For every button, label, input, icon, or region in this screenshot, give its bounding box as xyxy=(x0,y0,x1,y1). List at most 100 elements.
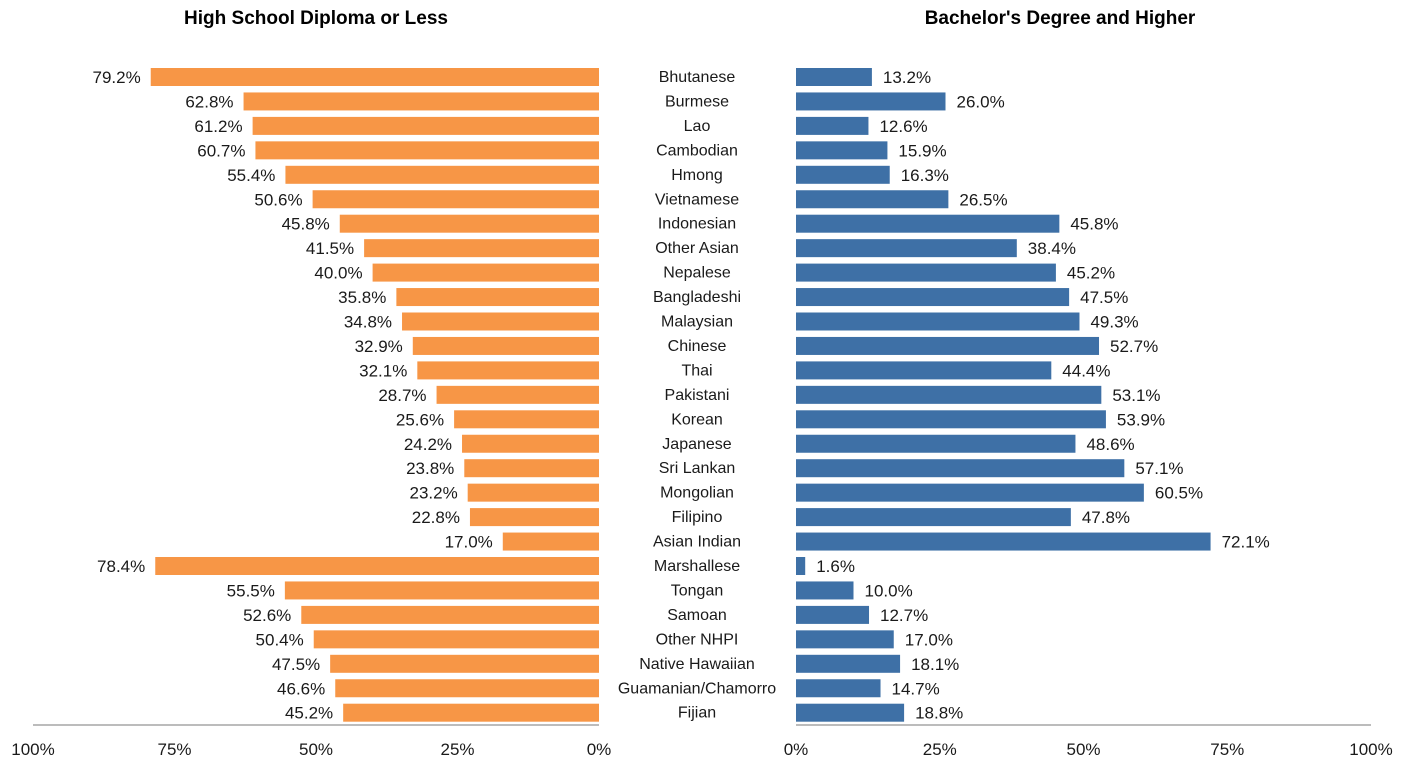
left-bar xyxy=(467,483,599,502)
left-bar xyxy=(312,190,599,209)
left-bar-label: 47.5% xyxy=(272,655,320,674)
left-bar-label: 23.8% xyxy=(406,459,454,478)
right-bar xyxy=(796,557,806,575)
left-panel-title: High School Diploma or Less xyxy=(184,8,448,29)
right-tick-label: 75% xyxy=(1210,740,1244,759)
right-bar xyxy=(796,288,1070,307)
right-bar xyxy=(796,434,1076,453)
left-bar-label: 52.6% xyxy=(243,606,291,625)
right-bar xyxy=(796,92,946,111)
left-bar xyxy=(402,312,599,331)
category-label: Asian Indian xyxy=(653,534,741,551)
right-bar-label: 53.9% xyxy=(1117,410,1165,429)
right-bar xyxy=(796,361,1052,380)
right-bar-label: 45.2% xyxy=(1067,264,1115,283)
left-bar-label: 23.2% xyxy=(409,484,457,503)
left-bar-label: 50.6% xyxy=(254,190,302,209)
right-bar xyxy=(796,654,901,673)
left-bar xyxy=(255,141,600,160)
right-bar xyxy=(796,581,854,600)
right-bar-label: 18.1% xyxy=(911,655,959,674)
category-label: Marshallese xyxy=(654,558,740,575)
left-bar xyxy=(417,361,599,380)
left-bar-label: 62.8% xyxy=(185,92,233,111)
category-label: Thai xyxy=(681,362,712,379)
left-bar xyxy=(243,92,599,111)
left-bar-label: 55.4% xyxy=(227,166,275,185)
category-label: Japanese xyxy=(662,436,731,453)
category-label: Samoan xyxy=(667,607,727,624)
right-bar xyxy=(796,263,1056,282)
left-tick-label: 25% xyxy=(440,740,474,759)
left-bar-label: 46.6% xyxy=(277,679,325,698)
left-bar xyxy=(339,214,599,233)
right-bar-label: 53.1% xyxy=(1112,386,1160,405)
left-bar-label: 79.2% xyxy=(93,68,141,87)
right-bar-label: 57.1% xyxy=(1135,459,1183,478)
left-bar xyxy=(469,508,599,527)
right-bar xyxy=(796,459,1125,478)
right-bar-label: 38.4% xyxy=(1028,239,1076,258)
right-tick-label: 50% xyxy=(1066,740,1100,759)
right-bar xyxy=(796,214,1060,233)
left-bar xyxy=(364,239,599,258)
left-bar xyxy=(343,703,599,722)
left-bar-label: 55.5% xyxy=(227,581,275,600)
category-label: Malaysian xyxy=(661,314,733,331)
category-label: Mongolian xyxy=(660,485,734,502)
right-bar-label: 47.8% xyxy=(1082,508,1130,527)
right-bar xyxy=(796,703,905,722)
left-bar xyxy=(462,434,599,453)
right-tick-label: 0% xyxy=(784,740,809,759)
right-bar xyxy=(796,630,894,649)
category-label: Other Asian xyxy=(655,240,739,257)
right-bar-label: 12.6% xyxy=(879,117,927,136)
left-bar-label: 78.4% xyxy=(97,557,145,576)
left-bar-label: 17.0% xyxy=(445,533,493,552)
category-label: Fijian xyxy=(678,705,716,722)
left-bar xyxy=(285,165,599,184)
right-bar-label: 47.5% xyxy=(1080,288,1128,307)
left-bar xyxy=(464,459,599,478)
category-label: Filipino xyxy=(672,509,723,526)
left-bar xyxy=(284,581,599,600)
category-label: Nepalese xyxy=(663,265,731,282)
right-bar xyxy=(796,679,881,698)
right-bar-label: 15.9% xyxy=(898,141,946,160)
left-bar xyxy=(150,68,599,86)
left-bar xyxy=(313,630,599,649)
right-bar-label: 10.0% xyxy=(865,581,913,600)
right-bar xyxy=(796,336,1100,355)
right-panel-title: Bachelor's Degree and Higher xyxy=(924,8,1196,29)
right-bar-label: 26.5% xyxy=(959,190,1007,209)
category-label: Native Hawaiian xyxy=(639,656,755,673)
right-bar xyxy=(796,165,890,184)
left-bar-label: 41.5% xyxy=(306,239,354,258)
left-tick-label: 50% xyxy=(299,740,333,759)
right-bar xyxy=(796,68,872,86)
left-bar xyxy=(502,532,599,551)
right-bar-label: 13.2% xyxy=(883,68,931,87)
left-tick-label: 75% xyxy=(157,740,191,759)
left-bar-label: 40.0% xyxy=(314,264,362,283)
left-bar-label: 22.8% xyxy=(412,508,460,527)
category-label: Sri Lankan xyxy=(659,460,736,477)
right-bar xyxy=(796,508,1071,527)
right-bar-label: 48.6% xyxy=(1086,435,1134,454)
left-bar-label: 32.9% xyxy=(355,337,403,356)
right-bar-label: 12.7% xyxy=(880,606,928,625)
left-bar-label: 28.7% xyxy=(378,386,426,405)
category-label: Chinese xyxy=(668,338,727,355)
right-bar-label: 45.8% xyxy=(1070,215,1118,234)
category-label: Pakistani xyxy=(665,387,730,404)
right-bar xyxy=(796,410,1106,429)
right-bar xyxy=(796,116,869,135)
left-bar xyxy=(436,385,599,404)
left-tick-label: 0% xyxy=(587,740,612,759)
category-label: Bangladeshi xyxy=(653,289,741,306)
left-bar-label: 50.4% xyxy=(256,630,304,649)
left-bar-label: 24.2% xyxy=(404,435,452,454)
left-bar-label: 25.6% xyxy=(396,410,444,429)
left-bar-label: 61.2% xyxy=(194,117,242,136)
